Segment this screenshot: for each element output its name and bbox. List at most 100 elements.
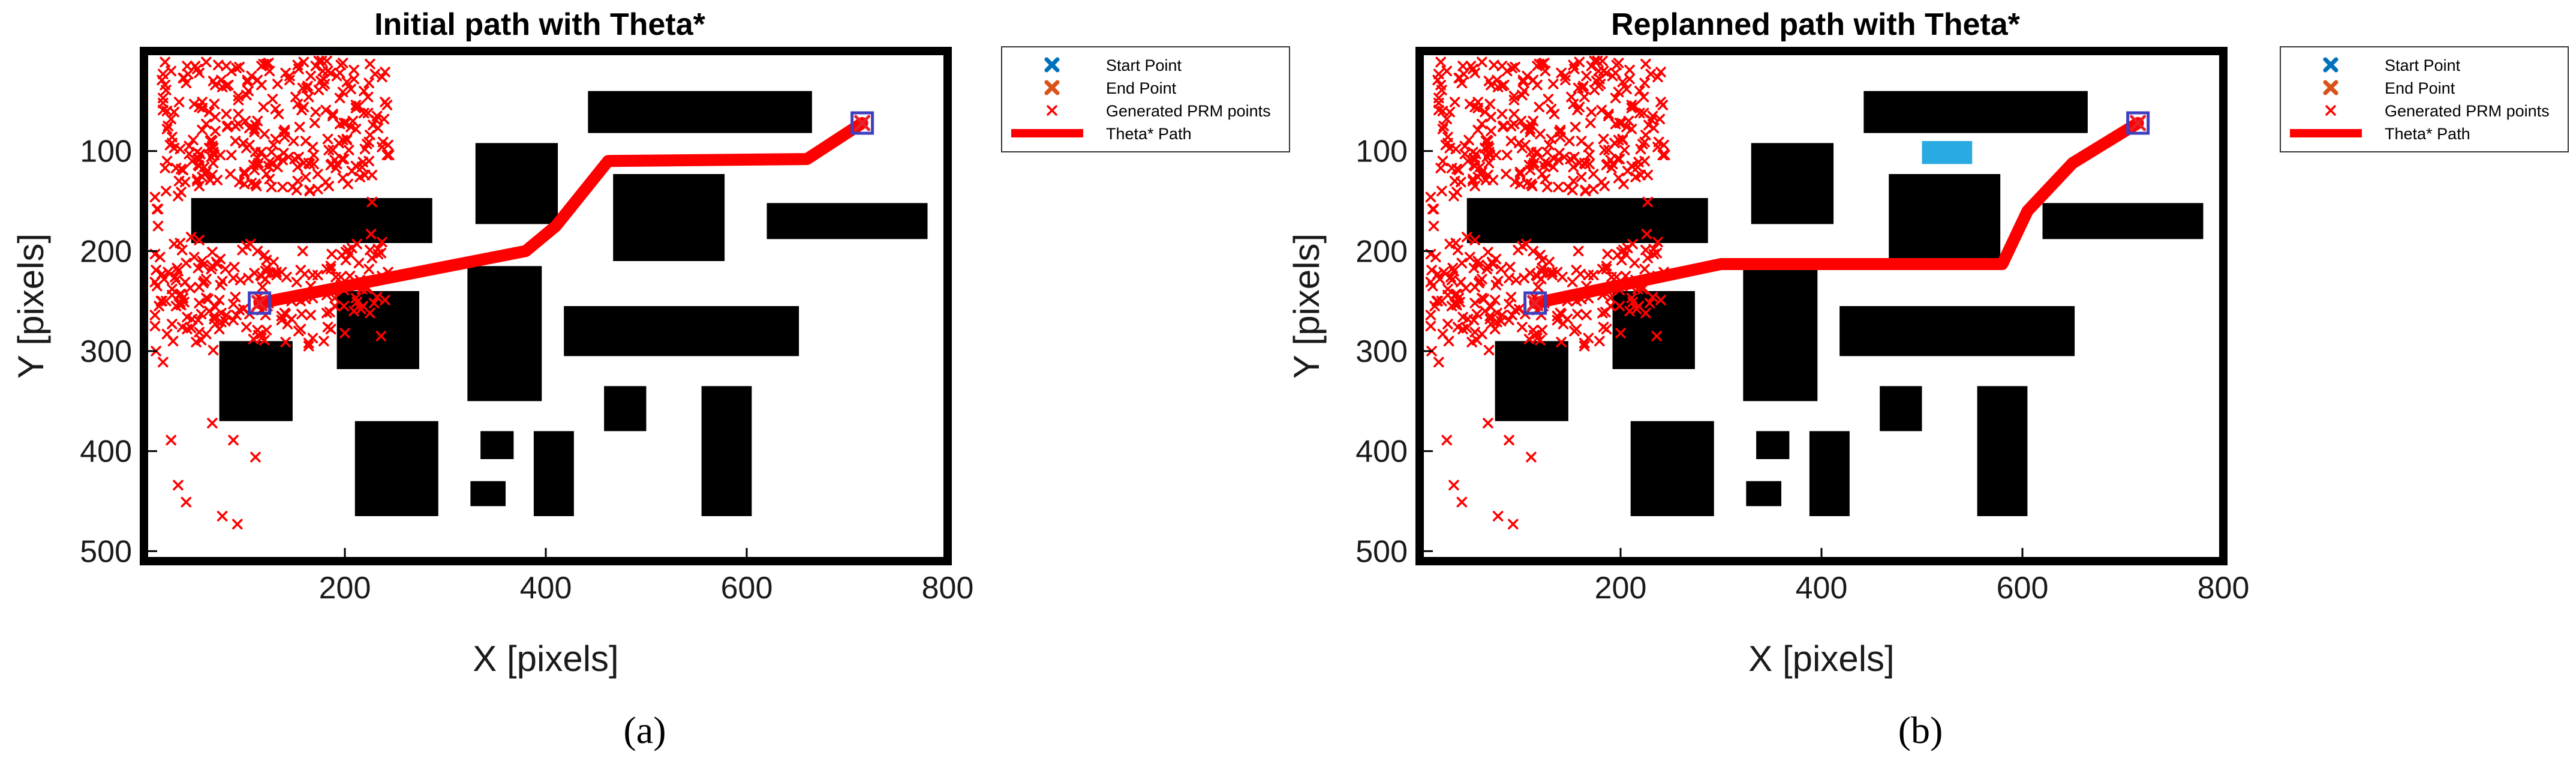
prm-point xyxy=(173,298,185,310)
prm-point xyxy=(337,172,348,184)
prm-point xyxy=(363,263,374,275)
prm-point xyxy=(1517,89,1528,101)
prm-point xyxy=(181,496,192,508)
plot-area: 200 400 600 800 100 200 300 400 500 xyxy=(1355,47,2249,606)
prm-point xyxy=(1583,142,1594,152)
prm-point xyxy=(1553,181,1564,193)
prm-point xyxy=(206,151,217,163)
prm-point xyxy=(1448,265,1459,277)
prm-point xyxy=(149,277,161,287)
prm-point xyxy=(276,314,287,326)
obstacle xyxy=(1630,421,1714,516)
prm-point xyxy=(1569,325,1580,337)
prm-point xyxy=(161,295,172,307)
prm-point xyxy=(207,136,218,146)
prm-point xyxy=(377,71,387,83)
prm-point xyxy=(193,314,204,326)
prm-point xyxy=(1635,143,1646,155)
prm-point xyxy=(1505,262,1516,272)
prm-point xyxy=(1432,295,1443,307)
obstacle-layer xyxy=(191,91,928,516)
obstacle xyxy=(475,143,558,224)
prm-point xyxy=(155,251,166,263)
prm-point xyxy=(1586,106,1597,118)
prm-point xyxy=(257,281,268,293)
prm-point xyxy=(1589,55,1600,67)
prm-point xyxy=(237,244,248,256)
prm-point xyxy=(238,137,249,149)
prm-point xyxy=(1425,191,1436,203)
prm-point xyxy=(1541,268,1552,278)
prm-point xyxy=(1520,122,1531,134)
prm-point xyxy=(337,58,348,68)
prm-point xyxy=(1616,254,1627,266)
prm-point xyxy=(1507,62,1517,74)
prm-point xyxy=(1525,164,1535,176)
prm-point xyxy=(1477,118,1487,130)
prm-point xyxy=(377,236,387,248)
prm-point xyxy=(259,250,270,260)
prm-point xyxy=(1508,519,1519,530)
prm-point xyxy=(1546,133,1557,145)
obstacle xyxy=(467,266,542,402)
obstacle xyxy=(767,203,928,239)
prm-point xyxy=(194,101,205,113)
prm-point xyxy=(192,146,203,158)
prm-point xyxy=(181,257,192,269)
prm-point xyxy=(338,301,350,311)
prm-point xyxy=(272,79,283,89)
prm-point xyxy=(197,124,208,136)
y-tick-label: 300 xyxy=(80,334,132,369)
prm-point xyxy=(1614,301,1625,311)
prm-point xyxy=(1621,83,1632,95)
prm-point xyxy=(1504,435,1514,446)
prm-point xyxy=(1580,185,1591,197)
prm-point xyxy=(1469,235,1480,245)
prm-point xyxy=(1483,136,1493,146)
prm-point xyxy=(1645,68,1656,80)
obstacle xyxy=(533,431,574,516)
prm-point xyxy=(1457,61,1468,71)
prm-point xyxy=(214,323,225,335)
prm-point xyxy=(258,101,269,113)
prm-point xyxy=(375,331,387,341)
plot-frame xyxy=(140,47,952,565)
prm-point xyxy=(1496,109,1508,119)
prm-point xyxy=(339,328,350,338)
prm-point xyxy=(1459,148,1471,160)
prm-point xyxy=(280,67,291,79)
prm-point xyxy=(313,55,324,67)
prm-point xyxy=(326,248,337,260)
prm-point xyxy=(204,305,215,317)
prm-point xyxy=(173,265,184,277)
prm-point xyxy=(1568,175,1579,187)
prm-point xyxy=(1640,58,1651,70)
prm-point xyxy=(1437,328,1448,340)
prm-point xyxy=(161,106,173,116)
prm-point xyxy=(1652,236,1663,248)
prm-point xyxy=(1490,253,1502,265)
prm-point xyxy=(1567,277,1578,287)
prm-point xyxy=(1508,109,1520,119)
prm-point xyxy=(329,292,340,304)
prm-point xyxy=(1632,161,1643,173)
prm-point xyxy=(312,269,323,281)
prm-point xyxy=(341,76,353,88)
prm-point xyxy=(291,277,302,287)
prm-point xyxy=(182,61,193,71)
prm-point xyxy=(243,272,254,284)
prm-point xyxy=(1651,331,1663,341)
x-tick-label: 400 xyxy=(1796,571,1848,606)
prm-point xyxy=(210,125,221,137)
prm-point xyxy=(166,65,176,77)
prm-point xyxy=(1603,110,1614,122)
x-tick-label: 600 xyxy=(1997,571,2049,606)
prm-point xyxy=(1433,92,1444,104)
prm-point xyxy=(380,97,390,107)
prm-point xyxy=(1433,356,1444,368)
prm-point xyxy=(205,136,216,146)
prm-point xyxy=(1640,307,1651,319)
prm-point xyxy=(1456,496,1468,508)
prm-point xyxy=(1468,314,1480,326)
prm-point xyxy=(188,134,199,146)
